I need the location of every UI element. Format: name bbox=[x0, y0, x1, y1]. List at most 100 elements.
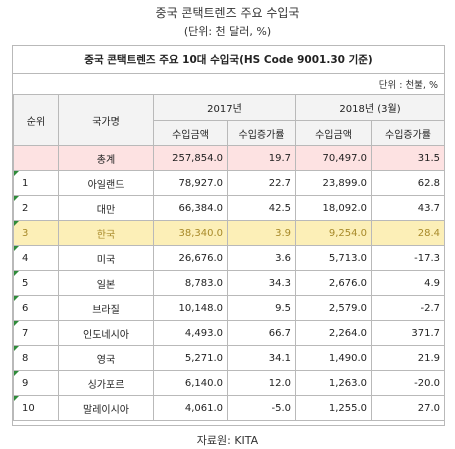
cell-amount-2017: 10,148.0 bbox=[153, 295, 228, 321]
header-row-2: 수입금액 수입증가률 수입금액 수입증가률 bbox=[14, 120, 446, 146]
cell-amount-2018: 5,713.0 bbox=[295, 245, 372, 271]
source-note: 자료원: KITA bbox=[196, 434, 259, 447]
cell-country: 싱가포르 bbox=[58, 370, 154, 396]
corner-marker-icon bbox=[14, 396, 19, 401]
cell-rank: 6 bbox=[13, 295, 59, 321]
cell-growth-2017: 42.5 bbox=[227, 195, 296, 221]
cell-growth-2017: 9.5 bbox=[227, 295, 296, 321]
cell-amount-2017: 6,140.0 bbox=[153, 370, 228, 396]
table-row: 8 영국 5,271.0 34.1 1,490.0 21.9 bbox=[13, 345, 446, 371]
cell-growth-2017: 3.9 bbox=[227, 220, 296, 246]
cell-amount-2018: 18,092.0 bbox=[295, 195, 372, 221]
cell-growth-2018: 371.7 bbox=[370, 320, 446, 346]
header-growth-2018: 수입증가률 bbox=[370, 120, 446, 146]
cell-amount-2018: 23,899.0 bbox=[295, 170, 372, 196]
imports-table: 순위 국가명 2017년 2018년 (3월) 수입금액 수입증가률 수입금액 … bbox=[13, 94, 446, 421]
cell-amount-2018: 1,255.0 bbox=[295, 395, 372, 421]
rank-value: 2 bbox=[22, 202, 29, 214]
cell-rank: 1 bbox=[13, 170, 59, 196]
cell-growth-2018: 27.0 bbox=[370, 395, 446, 421]
table-row-total: 총계 257,854.0 19.7 70,497.0 31.5 bbox=[13, 145, 446, 171]
rank-value: 8 bbox=[22, 352, 29, 364]
cell-growth-2017: 19.7 bbox=[227, 145, 296, 171]
corner-marker-icon bbox=[14, 246, 19, 251]
table-row: 7 인도네시아 4,493.0 66.7 2,264.0 371.7 bbox=[13, 320, 446, 346]
cell-amount-2017: 5,271.0 bbox=[153, 345, 228, 371]
header-row-1: 순위 국가명 2017년 2018년 (3월) bbox=[13, 94, 446, 146]
cell-country: 말레이시아 bbox=[58, 395, 154, 421]
figure-title: 중국 콘택트렌즈 주요 수입국 bbox=[155, 6, 300, 20]
table-row: 6 브라질 10,148.0 9.5 2,579.0 -2.7 bbox=[13, 295, 446, 321]
cell-growth-2017: 34.3 bbox=[227, 270, 296, 296]
corner-marker-icon bbox=[14, 171, 19, 176]
cell-amount-2017: 4,493.0 bbox=[153, 320, 228, 346]
table-row: 1 아일랜드 78,927.0 22.7 23,899.0 62.8 bbox=[13, 170, 446, 196]
table-row: 9 싱가포르 6,140.0 12.0 1,263.0 -20.0 bbox=[13, 370, 446, 396]
corner-marker-icon bbox=[14, 271, 19, 276]
cell-rank: 9 bbox=[13, 370, 59, 396]
table-row: 4 미국 26,676.0 3.6 5,713.0 -17.3 bbox=[13, 245, 446, 271]
cell-country: 미국 bbox=[58, 245, 154, 271]
cell-country: 대만 bbox=[58, 195, 154, 221]
figure-subtitle: (단위: 천 달러, %) bbox=[183, 25, 272, 38]
rank-value: 1 bbox=[22, 177, 29, 189]
cell-rank bbox=[13, 145, 59, 171]
header-import-amount-2018: 수입금액 bbox=[295, 120, 372, 146]
rank-value: 3 bbox=[22, 227, 29, 239]
header-import-amount-2017: 수입금액 bbox=[153, 120, 228, 146]
cell-country: 영국 bbox=[58, 345, 154, 371]
corner-marker-icon bbox=[14, 296, 19, 301]
rank-value: 9 bbox=[22, 377, 29, 389]
cell-amount-2017: 257,854.0 bbox=[153, 145, 228, 171]
cell-growth-2018: 43.7 bbox=[370, 195, 446, 221]
corner-marker-icon bbox=[14, 196, 19, 201]
cell-country: 인도네시아 bbox=[58, 320, 154, 346]
cell-growth-2017: 12.0 bbox=[227, 370, 296, 396]
cell-growth-2018: 31.5 bbox=[370, 145, 446, 171]
cell-country: 브라질 bbox=[58, 295, 154, 321]
table-row: 10 말레이시아 4,061.0 -5.0 1,255.0 27.0 bbox=[13, 395, 446, 421]
corner-marker-icon bbox=[14, 346, 19, 351]
rank-value: 6 bbox=[22, 302, 29, 314]
cell-growth-2018: -2.7 bbox=[370, 295, 446, 321]
rank-value: 4 bbox=[22, 252, 29, 264]
cell-rank: 4 bbox=[13, 245, 59, 271]
cell-amount-2018: 2,676.0 bbox=[295, 270, 372, 296]
cell-country: 일본 bbox=[58, 270, 154, 296]
cell-rank: 2 bbox=[13, 195, 59, 221]
header-growth-2017: 수입증가률 bbox=[227, 120, 296, 146]
header-rank: 순위 bbox=[13, 94, 59, 146]
cell-amount-2017: 38,340.0 bbox=[153, 220, 228, 246]
table-title: 중국 콘택트렌즈 주요 10대 수입국(HS Code 9001.30 기준) bbox=[13, 46, 444, 74]
cell-growth-2017: -5.0 bbox=[227, 395, 296, 421]
cell-growth-2018: 62.8 bbox=[370, 170, 446, 196]
cell-amount-2018: 1,263.0 bbox=[295, 370, 372, 396]
cell-growth-2018: 21.9 bbox=[370, 345, 446, 371]
cell-amount-2017: 4,061.0 bbox=[153, 395, 228, 421]
cell-growth-2017: 3.6 bbox=[227, 245, 296, 271]
cell-amount-2017: 8,783.0 bbox=[153, 270, 228, 296]
cell-growth-2018: 28.4 bbox=[370, 220, 446, 246]
cell-growth-2018: -17.3 bbox=[370, 245, 446, 271]
corner-marker-icon bbox=[14, 371, 19, 376]
cell-amount-2017: 26,676.0 bbox=[153, 245, 228, 271]
cell-rank: 8 bbox=[13, 345, 59, 371]
header-country: 국가명 bbox=[58, 94, 154, 146]
cell-growth-2018: 4.9 bbox=[370, 270, 446, 296]
cell-amount-2018: 9,254.0 bbox=[295, 220, 372, 246]
cell-rank: 7 bbox=[13, 320, 59, 346]
cell-amount-2017: 78,927.0 bbox=[153, 170, 228, 196]
rank-value: 7 bbox=[22, 327, 29, 339]
cell-country: 한국 bbox=[58, 220, 154, 246]
cell-amount-2018: 2,264.0 bbox=[295, 320, 372, 346]
table-row: 5 일본 8,783.0 34.3 2,676.0 4.9 bbox=[13, 270, 446, 296]
rank-value: 5 bbox=[22, 277, 29, 289]
cell-amount-2018: 1,490.0 bbox=[295, 345, 372, 371]
cell-amount-2018: 70,497.0 bbox=[295, 145, 372, 171]
cell-country: 총계 bbox=[58, 145, 154, 171]
header-year-2018: 2018년 (3월) bbox=[294, 94, 446, 121]
cell-amount-2018: 2,579.0 bbox=[295, 295, 372, 321]
table-frame: 중국 콘택트렌즈 주요 10대 수입국(HS Code 9001.30 기준) … bbox=[12, 45, 446, 426]
cell-rank: 3 bbox=[13, 220, 59, 246]
cell-rank: 5 bbox=[13, 270, 59, 296]
